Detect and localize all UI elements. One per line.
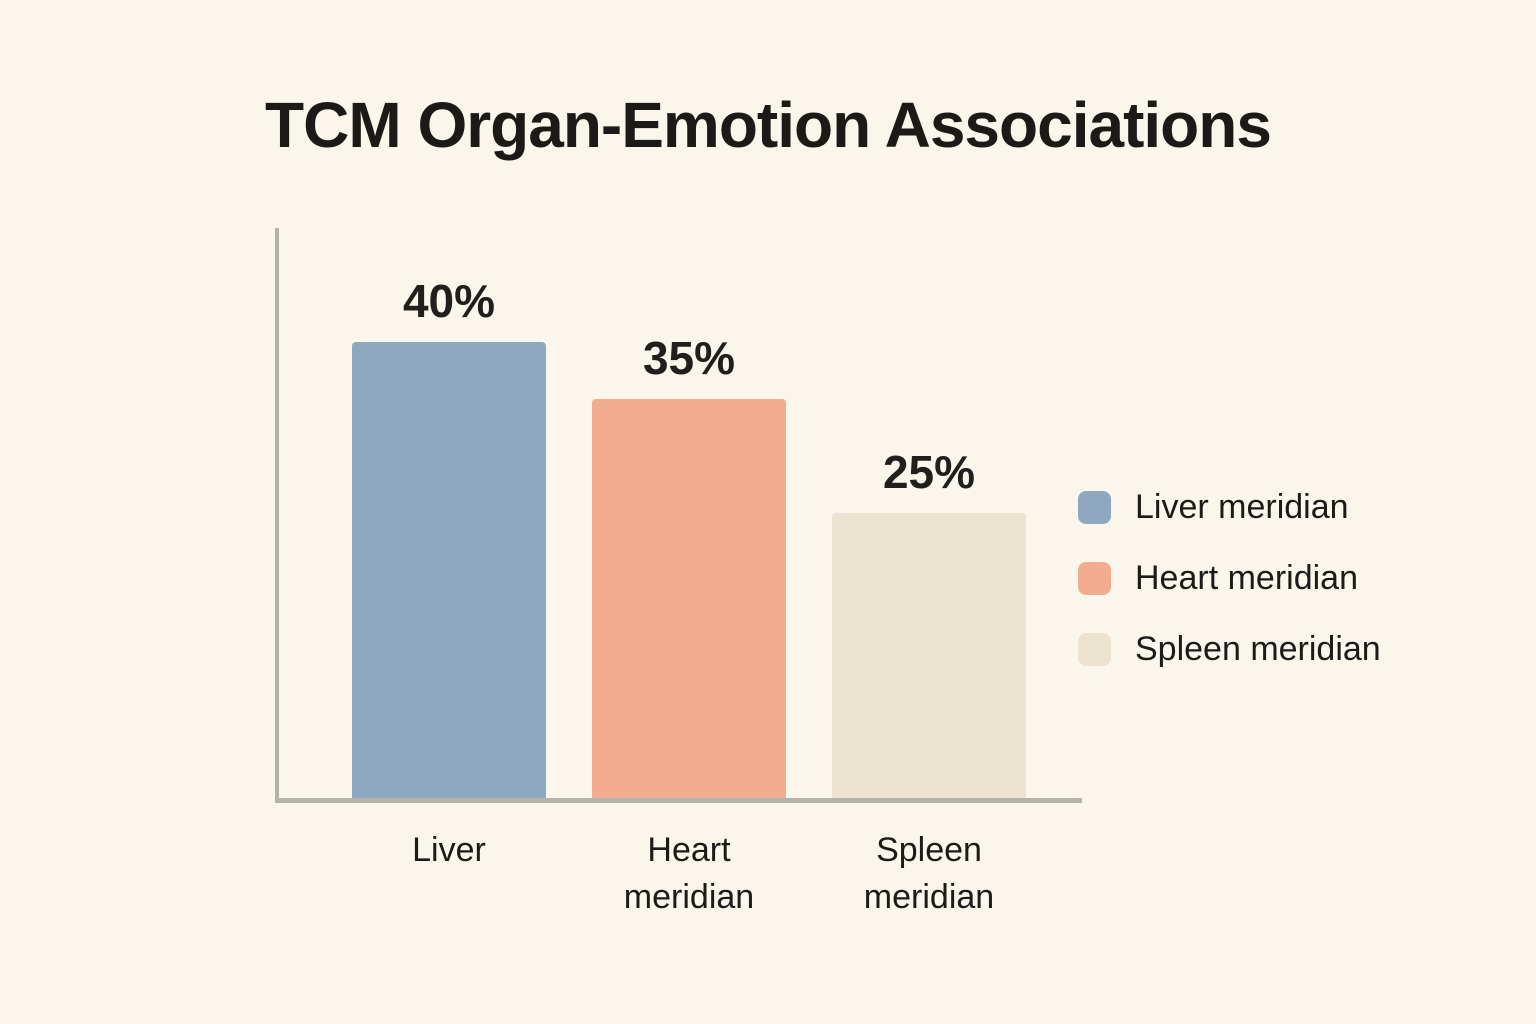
x-axis-line: [275, 798, 1082, 803]
legend-label: Liver meridian: [1135, 488, 1349, 526]
plot-area: 40% 35% 25% Liver Heart meridian Spleen meri…: [275, 228, 1082, 916]
legend-item: Liver meridian: [1078, 488, 1381, 527]
x-tick-label: Liver: [412, 831, 486, 869]
legend-label: Spleen meridian: [1135, 630, 1381, 668]
legend: Liver meridian Heart meridian Spleen merid…: [1078, 488, 1381, 701]
legend-swatch-icon: [1078, 491, 1111, 524]
y-axis-line: [275, 228, 279, 803]
bar-liver: [352, 342, 546, 798]
legend-swatch-icon: [1078, 633, 1111, 666]
legend-swatch-icon: [1078, 562, 1111, 595]
value-label: 35%: [642, 332, 736, 384]
value-label: 25%: [882, 446, 976, 498]
value-label: 40%: [402, 275, 496, 327]
x-tick-label: Heart meridian: [623, 831, 755, 916]
bar-spleen-meridian: [832, 513, 1026, 798]
legend-item: Heart meridian: [1078, 559, 1381, 598]
legend-label: Heart meridian: [1135, 559, 1358, 597]
x-tick-label: Spleen meridian: [863, 831, 995, 916]
chart-title: TCM Organ-Emotion Associations: [265, 89, 1272, 161]
bar-heart-meridian: [592, 399, 786, 798]
legend-item: Spleen meridian: [1078, 630, 1381, 669]
